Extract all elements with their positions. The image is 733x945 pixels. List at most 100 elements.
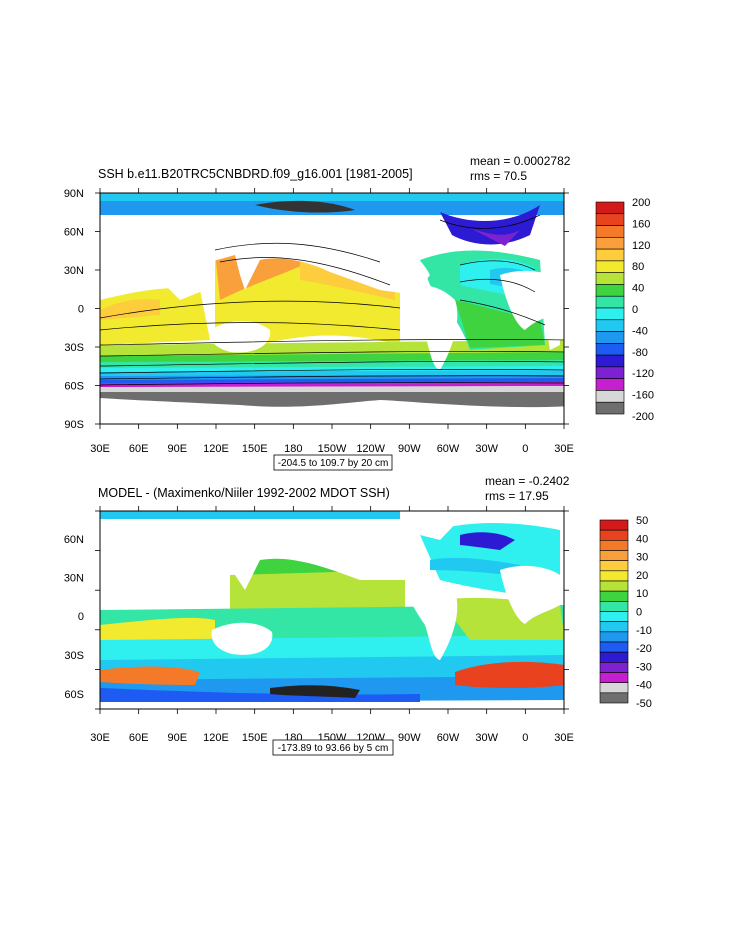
bottom-xtick-label: 90E (168, 732, 188, 744)
colorbar-swatch (595, 284, 625, 297)
top-ytick-label: 60S (64, 381, 84, 393)
bottom-cb-label: -30 (636, 661, 652, 673)
colorbar-swatch (599, 631, 629, 643)
top-panel: SSH b.e11.B20TRC5CNBDRD.f09_g16.001 [198… (64, 154, 654, 471)
top-xtick-label: 150W (318, 443, 347, 455)
top-mean-label: mean = 0.0002782 (470, 154, 571, 168)
colorbar-swatch (595, 366, 625, 379)
top-ytick-label: 30S (64, 342, 84, 354)
colorbar-swatch (595, 378, 625, 391)
bottom-cb-label: 30 (636, 552, 648, 564)
colorbar-swatch (599, 641, 629, 653)
colorbar-swatch (595, 237, 625, 250)
colorbar-swatch (595, 225, 625, 238)
colorbar-swatch (599, 692, 629, 704)
bottom-cb-label: -20 (636, 643, 652, 655)
top-colorbar (595, 201, 625, 415)
top-info-text: -204.5 to 109.7 by 20 cm (278, 458, 389, 469)
bottom-xtick-label: 30E (554, 732, 574, 744)
top-cb-label: -160 (632, 390, 654, 402)
top-cb-label: 0 (632, 304, 638, 316)
bottom-xtick-label: 30W (475, 732, 498, 744)
colorbar-swatch (599, 590, 629, 602)
bottom-rms-label: rms = 17.95 (485, 489, 549, 503)
top-xtick-label: 120W (356, 443, 385, 455)
top-xtick-label: 60W (437, 443, 460, 455)
bottom-cb-label: 0 (636, 607, 642, 619)
colorbar-swatch (595, 272, 625, 285)
colorbar-swatch (595, 213, 625, 226)
bottom-cb-label: -10 (636, 625, 652, 637)
colorbar-swatch (599, 672, 629, 683)
colorbar-swatch (595, 354, 625, 368)
bottom-panel: MODEL - (Maximenko/Niiler 1992-2002 MDOT… (64, 474, 652, 756)
bottom-xtick-label: 150E (242, 732, 268, 744)
top-xtick-label: 30E (90, 443, 110, 455)
colorbar-swatch (599, 682, 629, 694)
bottom-ytick-label: 30S (64, 650, 84, 662)
colorbar-swatch (595, 295, 625, 309)
top-cb-label: -120 (632, 368, 654, 380)
top-cb-label: 200 (632, 197, 650, 209)
top-cb-label: -40 (632, 325, 648, 337)
bottom-cb-label: -40 (636, 680, 652, 692)
top-cb-label: 40 (632, 283, 644, 295)
bottom-ytick-label: 60N (64, 534, 84, 546)
colorbar-swatch (595, 390, 625, 403)
colorbar-swatch (599, 540, 629, 551)
bottom-ytick-label: 0 (78, 611, 84, 623)
colorbar-swatch (599, 601, 629, 612)
top-xtick-label: 90E (168, 443, 188, 455)
bottom-land (100, 519, 560, 660)
colorbar-swatch (599, 570, 629, 582)
top-contours (100, 214, 564, 386)
colorbar-swatch (595, 331, 625, 344)
top-cb-label: 160 (632, 218, 650, 230)
top-xtick-label: 30E (554, 443, 574, 455)
top-yticks: 90N 60N 30N 0 30S 60S 90S (64, 188, 84, 431)
top-xticks: 30E 60E 90E 120E 150E 180 150W 120W 90W … (90, 443, 574, 455)
top-ytick-label: 30N (64, 265, 84, 277)
bottom-xtick-label: 90W (398, 732, 421, 744)
colorbar-swatch (599, 550, 629, 561)
top-ytick-label: 90N (64, 188, 84, 200)
colorbar-swatch (595, 319, 625, 332)
colorbar-swatch (595, 260, 625, 273)
bottom-colorbar (599, 519, 629, 704)
top-xtick-label: 60E (129, 443, 149, 455)
colorbar-swatch (599, 662, 629, 673)
top-info-box (273, 454, 393, 471)
bottom-info-text: -173.89 to 93.66 by 5 cm (278, 743, 389, 754)
bottom-cb-label: 50 (636, 515, 648, 527)
bottom-ytick-label: 30N (64, 573, 84, 585)
top-cb-label: -80 (632, 347, 648, 359)
top-xtick-label: 120E (203, 443, 229, 455)
bottom-cb-label: -50 (636, 698, 652, 710)
colorbar-swatch (595, 201, 625, 215)
colorbar-swatch (599, 621, 629, 633)
bottom-colorbar-labels: 50 40 30 20 10 0 -10 -20 -30 -40 -50 (636, 515, 652, 710)
colorbar-swatch (595, 248, 625, 262)
top-ytick-label: 60N (64, 227, 84, 239)
colorbar-swatch (599, 611, 629, 622)
top-map-field (100, 193, 564, 424)
top-xtick-label: 90W (398, 443, 421, 455)
bottom-title: MODEL - (Maximenko/Niiler 1992-2002 MDOT… (98, 486, 390, 500)
top-title: SSH b.e11.B20TRC5CNBDRD.f09_g16.001 [198… (98, 167, 413, 181)
bottom-mean-label: mean = -0.2402 (485, 474, 570, 488)
colorbar-swatch (595, 307, 625, 321)
top-cb-label: -200 (632, 411, 654, 423)
top-cb-label: 80 (632, 261, 644, 273)
bottom-cb-label: 10 (636, 588, 648, 600)
bottom-xtick-label: 60W (437, 732, 460, 744)
bottom-ytick-label: 60S (64, 689, 84, 701)
colorbar-swatch (599, 560, 629, 572)
top-ytick-label: 0 (78, 304, 84, 316)
top-xtick-label: 150E (242, 443, 268, 455)
top-ytick-label: 90S (64, 419, 84, 431)
top-colorbar-labels: 200 160 120 80 40 0 -40 -80 -120 -160 -2… (632, 197, 654, 423)
bottom-cb-label: 40 (636, 533, 648, 545)
colorbar-swatch (599, 651, 629, 663)
bottom-xtick-label: 30E (90, 732, 110, 744)
bottom-axis-ticks (95, 506, 569, 714)
